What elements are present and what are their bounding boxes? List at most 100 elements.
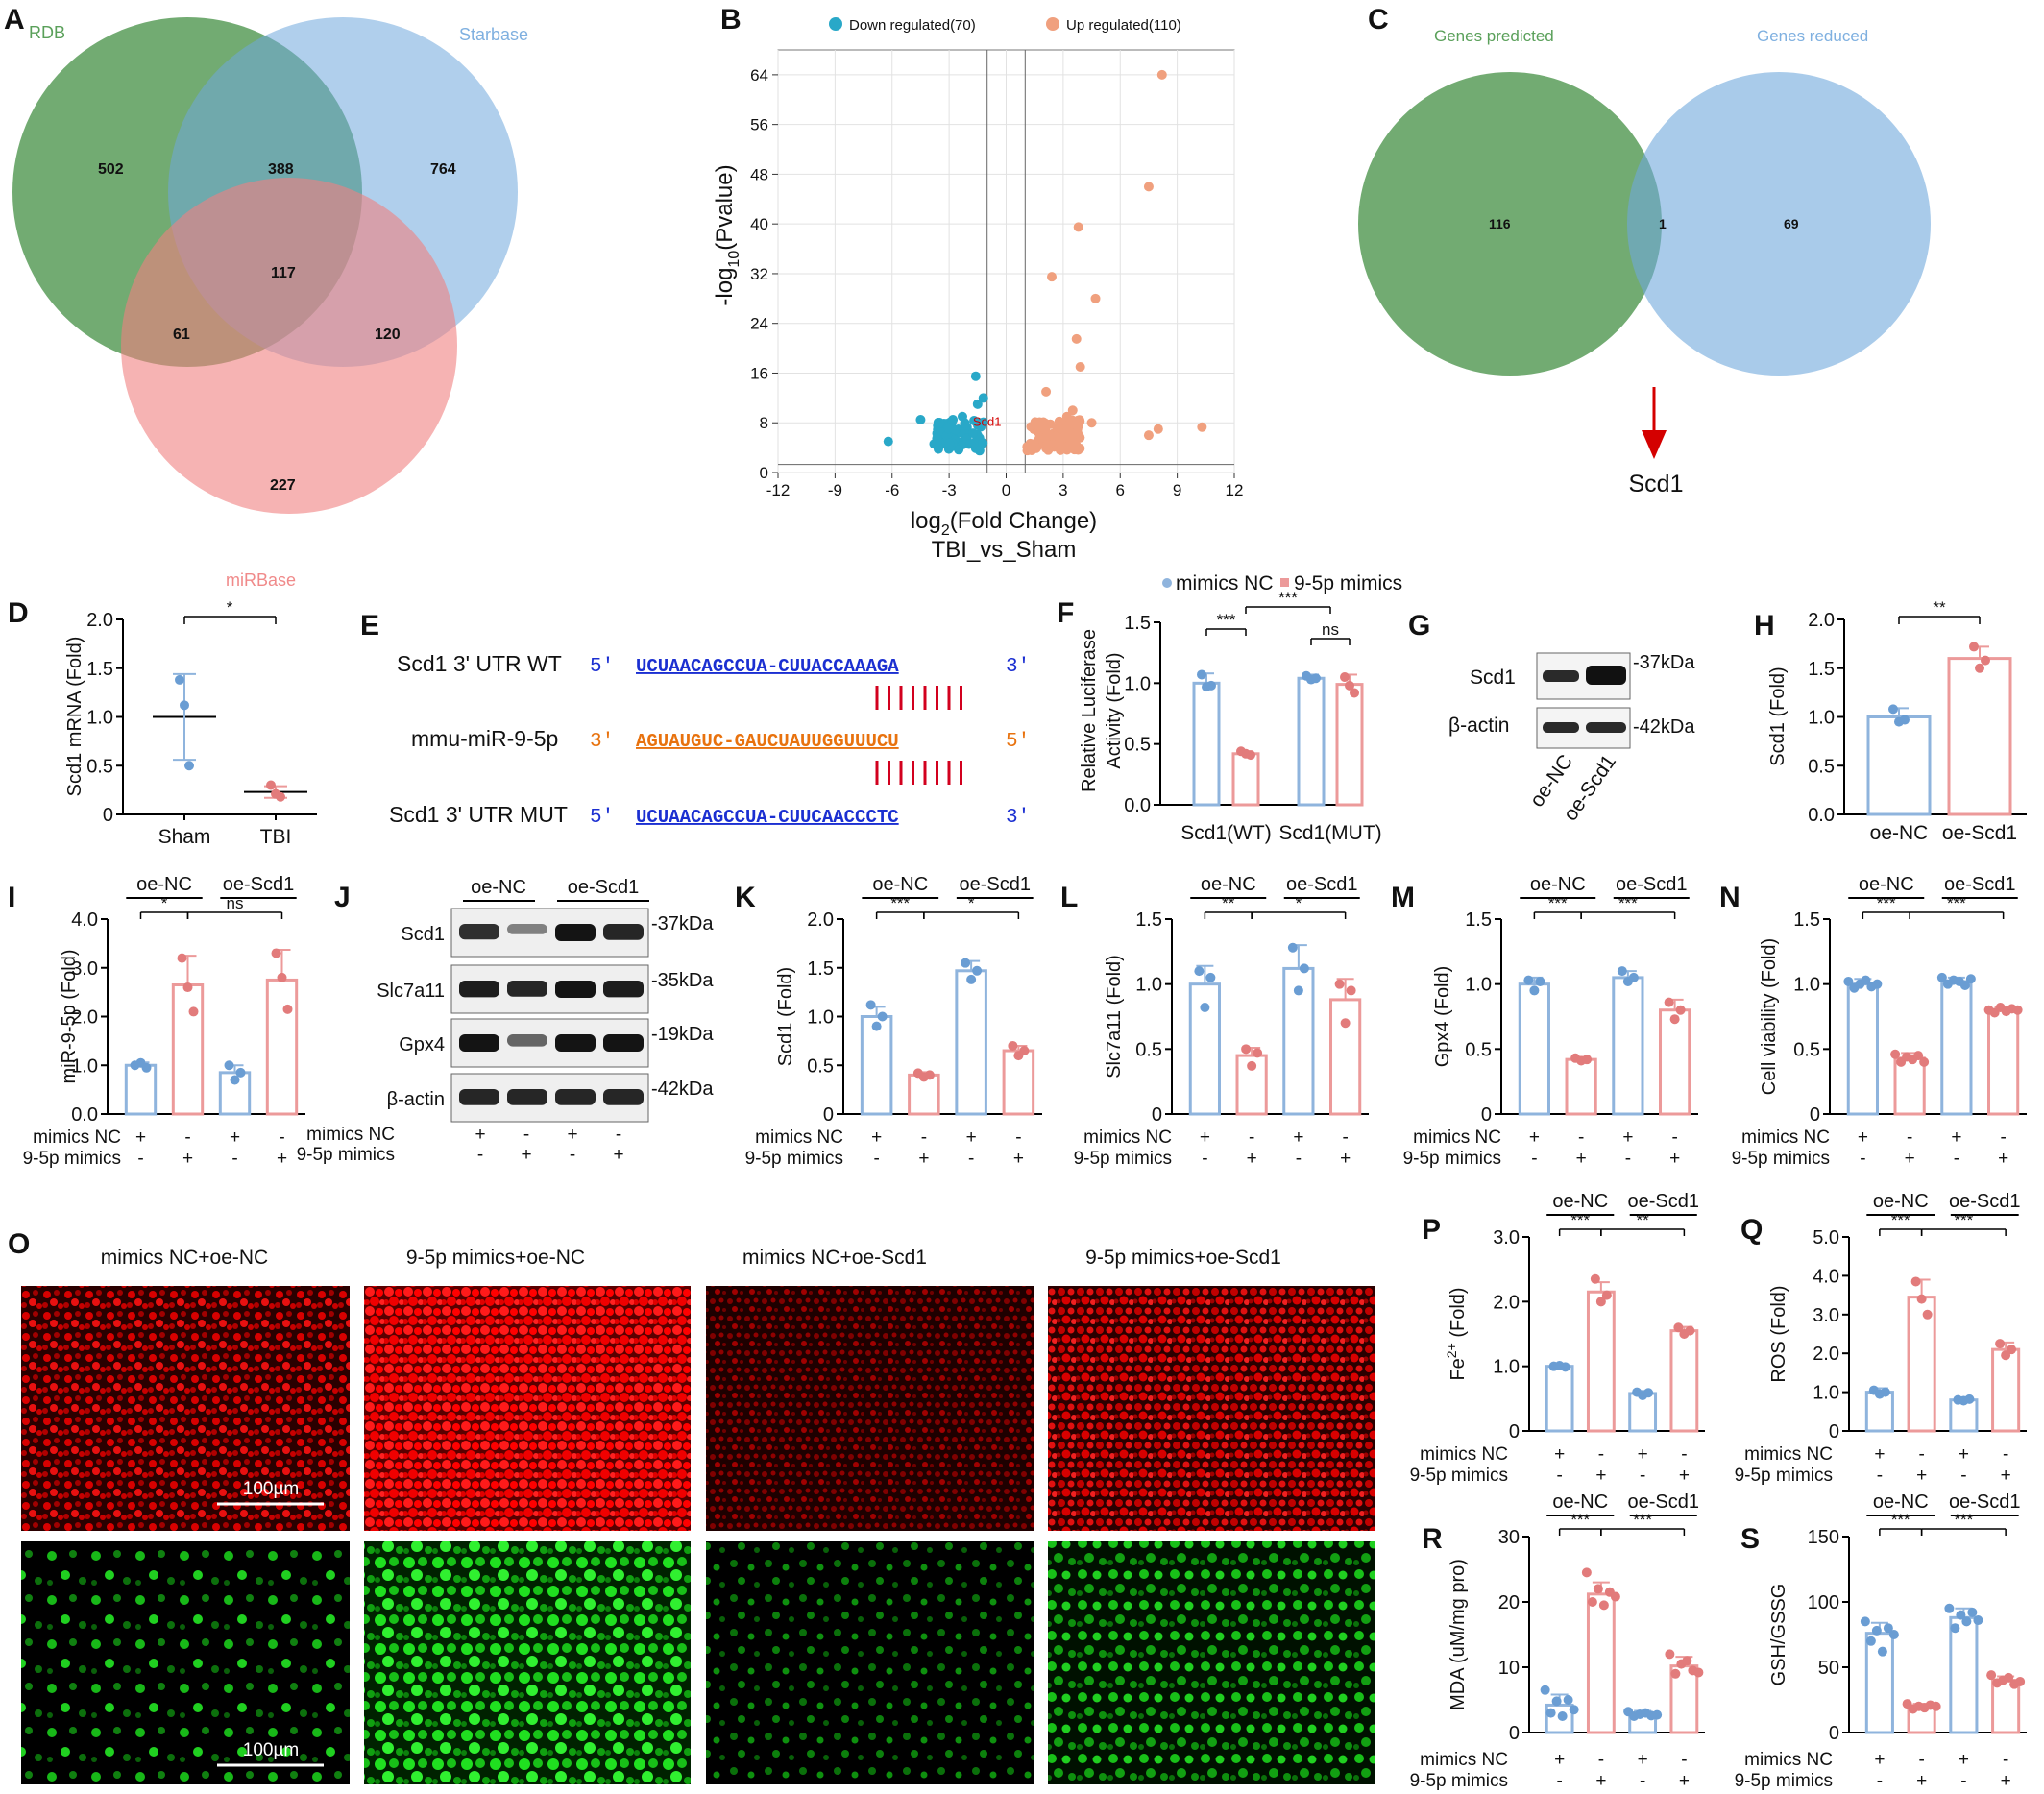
data-point xyxy=(1965,974,1976,984)
data-point xyxy=(1535,976,1545,986)
blot-j-sign: + xyxy=(521,1145,531,1165)
bar xyxy=(265,978,299,1116)
treatment-label-95p: 9-5p mimics xyxy=(1410,1466,1508,1486)
utr-wt-sequence: UCUAACAGCCUA-CUUACCAAAGA xyxy=(636,656,899,677)
y-tick-label: 0.5 xyxy=(1793,1039,1820,1060)
data-point xyxy=(1590,1273,1600,1284)
group-label: oe-NC xyxy=(1530,874,1586,895)
treatment-label-95p: 9-5p mimics xyxy=(1074,1149,1172,1169)
bar xyxy=(1518,982,1550,1116)
treatment-sign: + xyxy=(1874,1750,1885,1770)
treatment-sign: - xyxy=(2000,1127,2006,1148)
data-point xyxy=(2004,1672,2014,1683)
data-point xyxy=(1560,1362,1570,1372)
venn-genes-predicted xyxy=(1358,72,1662,376)
treatment-sign: + xyxy=(1874,1444,1885,1465)
data-point xyxy=(1950,1623,1960,1634)
treatment-sign: + xyxy=(1959,1750,1969,1770)
venn-count-left: 116 xyxy=(1489,216,1511,231)
y-tick-label: 1.5 xyxy=(1808,659,1835,680)
data-point xyxy=(1563,1695,1573,1705)
micro-title-3: mimics NC+oe-Scd1 xyxy=(742,1247,927,1269)
volcano-ytick-label: 24 xyxy=(750,315,768,333)
data-point xyxy=(1936,972,1947,982)
panel-label-h: H xyxy=(1754,610,1775,642)
data-point xyxy=(1540,1685,1550,1695)
group-label: oe-Scd1 xyxy=(960,874,1032,895)
bar xyxy=(1297,676,1326,807)
legend-mimics-nc: mimics NC xyxy=(1176,572,1273,594)
volcano-point-down xyxy=(954,445,964,455)
volcano-point-down xyxy=(974,446,985,456)
blot-j-band xyxy=(459,1089,499,1105)
volcano-point-up xyxy=(1153,424,1163,434)
data-point xyxy=(961,958,971,968)
panel-c: C Genes predicted Genes reduced 116 1 69… xyxy=(1358,4,1931,497)
treatment-sign: - xyxy=(2003,1750,2008,1770)
result-gene: Scd1 xyxy=(1629,471,1684,497)
data-point xyxy=(1595,1297,1606,1307)
blot-j-band xyxy=(603,1034,644,1052)
treatment-sign: - xyxy=(1598,1444,1604,1465)
group-label: oe-Scd1 xyxy=(1628,1191,1700,1212)
volcano-xtick-label: -6 xyxy=(885,481,899,499)
treatment-label-nc: mimics NC xyxy=(1083,1127,1172,1148)
treatment-sign: - xyxy=(1918,1750,1924,1770)
y-axis-label: Gpx4 (Fold) xyxy=(1432,966,1453,1068)
sig-label: *** xyxy=(1954,1211,1973,1229)
panel-label-p: P xyxy=(1422,1214,1441,1246)
panel-label-r: R xyxy=(1422,1523,1443,1555)
micro-green-3 xyxy=(706,1541,1034,1784)
treatment-sign: + xyxy=(1998,1149,2008,1169)
data-point xyxy=(1241,1044,1252,1055)
base-pairing-bottom xyxy=(875,761,962,785)
venn-mirbase xyxy=(121,178,457,514)
bar xyxy=(1866,715,1932,816)
blot-j-row-label: Slc7a11 xyxy=(377,981,445,1002)
bar xyxy=(1231,752,1260,807)
y-axis-label: Scd1 mRNA (Fold) xyxy=(64,637,85,797)
treatment-sign: - xyxy=(1640,1771,1645,1791)
x-tick-label: oe-Scd1 xyxy=(1942,822,2017,844)
micro-red-1 xyxy=(21,1286,350,1531)
y-tick-label: 0.5 xyxy=(1124,735,1151,756)
volcano-point-up xyxy=(1067,405,1078,416)
result-arrow-icon xyxy=(1642,430,1667,459)
treatment-sign: - xyxy=(1342,1127,1348,1148)
panel-label-g: G xyxy=(1408,610,1430,642)
data-point xyxy=(1311,673,1321,684)
panel-label-f: F xyxy=(1057,597,1074,629)
data-point xyxy=(1888,704,1898,715)
y-tick-label: 0.5 xyxy=(86,756,113,777)
y-tick-label: 1.0 xyxy=(1493,1357,1520,1378)
y-tick-label: 1.0 xyxy=(1135,975,1162,996)
data-point xyxy=(2012,1005,2023,1015)
treatment-label-nc: mimics NC xyxy=(1741,1127,1830,1148)
blot-j-group-oenc: oe-NC xyxy=(471,877,526,898)
blot-g-band xyxy=(1543,670,1579,682)
blot-j-band xyxy=(603,924,644,940)
bar xyxy=(1545,1365,1574,1433)
volcano-point-up xyxy=(1053,422,1063,432)
y-axis-label: Fe2+ (Fold) xyxy=(1444,1287,1469,1380)
data-point xyxy=(1872,979,1883,989)
data-point xyxy=(1346,985,1356,996)
treatment-sign: + xyxy=(1916,1771,1927,1791)
data-point xyxy=(1287,942,1298,953)
volcano-point-up xyxy=(1047,272,1057,282)
data-point xyxy=(175,674,184,685)
bar xyxy=(1940,980,1973,1116)
y-tick-label: 0 xyxy=(1152,1104,1162,1126)
y-tick-label: 2.0 xyxy=(1813,1344,1839,1365)
treatment-sign: - xyxy=(1954,1149,1959,1169)
data-point xyxy=(924,1070,935,1080)
y-tick-label: 0 xyxy=(1509,1723,1520,1744)
y-tick-label: 1.5 xyxy=(807,958,834,980)
data-point xyxy=(1206,680,1216,691)
legend-up-marker xyxy=(1046,17,1059,31)
treatment-sign: + xyxy=(871,1127,882,1148)
legend-up-label: Up regulated(110) xyxy=(1066,17,1181,34)
treatment-sign: - xyxy=(1860,1149,1865,1169)
